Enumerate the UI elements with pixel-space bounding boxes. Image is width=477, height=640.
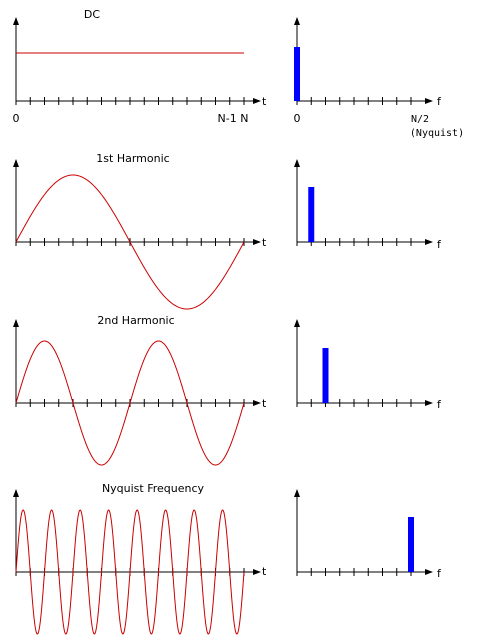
freq-axis-label: f <box>437 95 442 108</box>
time-waveform <box>15 509 245 635</box>
panel-title: 2nd Harmonic <box>97 314 174 327</box>
panel-title: 1st Harmonic <box>96 152 169 165</box>
freq-axes <box>294 159 433 246</box>
freq-end-label: N/2 <box>411 114 429 125</box>
freq-end-note: (Nyquist) <box>410 128 464 139</box>
time-start-label: 0 <box>13 112 20 125</box>
panel-nyquist: Nyquist Frequency t f <box>13 482 442 635</box>
panel-2nd-harmonic: 2nd Harmonic t f <box>13 314 442 466</box>
freq-axis-label: f <box>437 398 442 411</box>
panel-title: DC <box>84 8 100 21</box>
time-axes <box>13 159 261 246</box>
time-axes <box>13 17 261 105</box>
freq-axis-label: f <box>437 238 442 251</box>
time-axis-label: t <box>262 95 267 108</box>
time-waveform <box>15 340 245 466</box>
time-end-label: N-1 N <box>218 112 249 125</box>
freq-axes <box>294 17 433 105</box>
freq-axis-label: f <box>437 567 442 580</box>
panel-1st-harmonic: 1st Harmonic t f <box>13 152 442 310</box>
time-axes <box>13 319 261 407</box>
time-axis-label: t <box>262 565 267 578</box>
time-axis-label: t <box>262 397 267 410</box>
spectrum-bar <box>408 517 414 572</box>
freq-axes <box>294 319 433 407</box>
freq-start-label: 0 <box>294 112 301 125</box>
panel-dc: DC t f 0 N-1 N 0 N/2 (Nyquist) <box>13 8 465 139</box>
spectrum-bar <box>308 187 315 242</box>
time-axes <box>13 489 261 576</box>
spectrum-bar <box>294 47 300 101</box>
time-axis-label: t <box>262 236 267 249</box>
spectrum-bar <box>322 348 329 403</box>
panel-title: Nyquist Frequency <box>102 482 205 495</box>
freq-axes <box>294 489 433 576</box>
time-waveform <box>15 174 245 310</box>
